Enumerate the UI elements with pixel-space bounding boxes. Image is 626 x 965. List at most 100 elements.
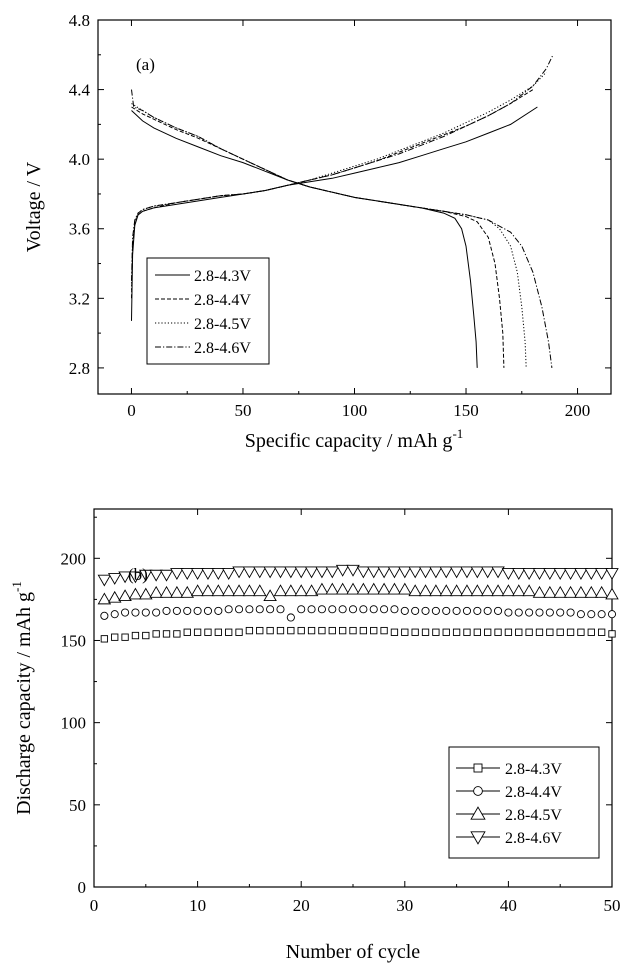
data-point-b bbox=[491, 566, 505, 579]
data-point-b bbox=[380, 626, 388, 635]
data-point-b bbox=[574, 568, 588, 580]
data-point-b bbox=[504, 628, 513, 636]
data-point-b bbox=[149, 569, 163, 582]
data-point-b bbox=[366, 566, 381, 579]
data-point-b bbox=[525, 628, 533, 636]
x-axis-label-a-sup: -1 bbox=[452, 426, 463, 441]
data-point-b bbox=[597, 610, 606, 619]
data-point-b bbox=[594, 585, 609, 598]
data-point-b bbox=[608, 630, 616, 638]
data-point-b bbox=[449, 584, 464, 597]
data-point-b bbox=[100, 635, 109, 643]
x-tick-label-a: 50 bbox=[234, 401, 251, 420]
data-point-b bbox=[377, 566, 391, 579]
data-point-b bbox=[387, 566, 402, 579]
data-point-b bbox=[429, 566, 443, 579]
data-point-b bbox=[111, 633, 119, 641]
data-point-b bbox=[556, 628, 564, 636]
data-point-b bbox=[556, 608, 565, 617]
data-point-b bbox=[297, 626, 305, 635]
x-tick-label-a: 0 bbox=[127, 401, 136, 420]
data-point-b bbox=[546, 628, 554, 636]
data-point-b bbox=[522, 584, 536, 597]
y-tick-label-b: 0 bbox=[78, 878, 87, 897]
x-axis-label-b: Number of cycle bbox=[286, 941, 421, 963]
data-point-b bbox=[201, 568, 215, 580]
data-point-b bbox=[318, 626, 326, 635]
data-point-b bbox=[266, 605, 275, 614]
data-point-b bbox=[377, 582, 391, 595]
series-b-4 bbox=[97, 564, 619, 587]
data-point-b bbox=[294, 566, 308, 579]
legend-label-a: 2.8-4.6V bbox=[194, 340, 251, 357]
data-point-b bbox=[439, 566, 453, 579]
y-tick-label-b: 200 bbox=[61, 549, 87, 568]
data-point-b bbox=[494, 628, 502, 636]
data-point-b bbox=[170, 585, 184, 598]
data-point-b bbox=[483, 606, 492, 615]
legend-box-a bbox=[146, 257, 270, 365]
data-point-b bbox=[214, 628, 222, 636]
legend-label-a: 2.8-4.3V bbox=[194, 268, 251, 285]
x-axis-label-a-main: Specific capacity / mAh g bbox=[245, 430, 453, 452]
data-point-b bbox=[366, 582, 381, 595]
data-point-b bbox=[325, 566, 340, 579]
data-point-b bbox=[232, 566, 246, 579]
x-tick-label-a: 200 bbox=[565, 401, 591, 420]
data-point-b bbox=[512, 568, 526, 580]
data-point-b bbox=[491, 584, 505, 597]
y-tick-label-a: 2.8 bbox=[69, 359, 90, 378]
data-point-b bbox=[307, 605, 316, 614]
data-point-b bbox=[584, 585, 599, 598]
data-point-b bbox=[348, 605, 358, 614]
data-point-b bbox=[390, 628, 399, 636]
series-line-a-4-discharge bbox=[131, 89, 553, 368]
data-point-b bbox=[535, 628, 544, 636]
data-point-b bbox=[183, 628, 191, 636]
data-point-b bbox=[211, 584, 226, 597]
y-tick-label-b: 50 bbox=[69, 796, 86, 815]
data-point-b bbox=[431, 606, 440, 615]
data-point-b bbox=[432, 628, 440, 636]
data-point-b bbox=[131, 608, 140, 617]
y-axis-label-b-main: Discharge capacity / mAh g bbox=[13, 592, 35, 815]
data-point-b bbox=[118, 589, 132, 602]
data-point-b bbox=[584, 568, 599, 580]
data-point-b bbox=[173, 630, 181, 638]
data-point-b bbox=[512, 584, 526, 597]
data-point-b bbox=[183, 606, 192, 615]
data-point-b bbox=[597, 628, 606, 636]
data-point-b bbox=[255, 605, 264, 614]
legend-marker-b bbox=[470, 806, 486, 820]
data-point-b bbox=[338, 626, 347, 635]
legend-b: 2.8-4.3V 2.8-4.4V 2.8-4.5V 2.8-4.6V bbox=[448, 746, 600, 859]
data-point-b bbox=[118, 571, 132, 584]
y-axis-label-b: Discharge capacity / mAh g-1 bbox=[9, 581, 35, 815]
data-point-b bbox=[201, 584, 215, 597]
data-point-b bbox=[387, 582, 402, 595]
data-point-b bbox=[338, 605, 347, 614]
data-point-b bbox=[286, 613, 295, 622]
y-tick-label-a: 3.6 bbox=[69, 220, 90, 239]
data-point-b bbox=[452, 606, 461, 615]
data-point-b bbox=[142, 631, 150, 640]
data-point-b bbox=[100, 611, 109, 620]
data-point-b bbox=[276, 605, 285, 614]
legend-marker-b bbox=[473, 763, 483, 773]
data-point-b bbox=[162, 630, 171, 638]
data-point-b bbox=[287, 626, 295, 635]
y-axis-label-b-sup: -1 bbox=[9, 581, 24, 592]
data-point-b bbox=[501, 568, 516, 580]
data-point-b bbox=[107, 590, 122, 603]
data-point-b bbox=[276, 626, 285, 635]
data-point-b bbox=[152, 608, 161, 617]
x-tick-label-b: 0 bbox=[90, 896, 99, 915]
data-point-b bbox=[203, 606, 213, 615]
y-tick-label-a: 4.4 bbox=[69, 81, 91, 100]
data-point-b bbox=[462, 606, 472, 615]
x-tick-label-b: 20 bbox=[293, 896, 310, 915]
data-point-b bbox=[408, 584, 422, 597]
data-point-b bbox=[605, 568, 619, 580]
data-point-b bbox=[473, 628, 481, 636]
